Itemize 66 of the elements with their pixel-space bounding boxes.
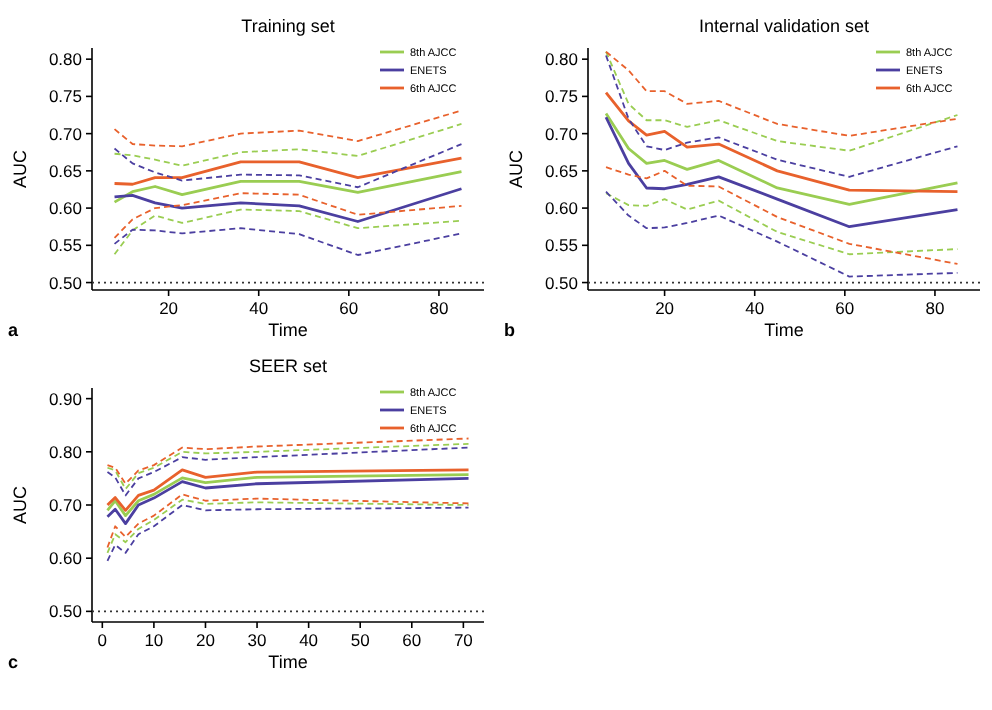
y-tick-label: 0.90	[48, 388, 83, 409]
y-tick-label: 0.75	[544, 86, 579, 107]
line-series	[106, 446, 470, 497]
x-tick-label: 50	[350, 630, 371, 650]
line-series	[106, 477, 470, 526]
x-axis-title: Time	[764, 320, 804, 340]
y-tick-label: 0.50	[48, 601, 83, 622]
y-tick-label: 0.80	[48, 49, 83, 70]
line-series	[604, 115, 959, 229]
x-axis-title: Time	[268, 320, 308, 340]
y-tick-label: 0.65	[544, 160, 579, 181]
x-tick-label: 80	[429, 298, 449, 318]
x-tick-label: 60	[339, 298, 359, 318]
y-tick-label: 0.60	[48, 548, 83, 569]
line-series	[113, 170, 463, 204]
line-series	[113, 187, 463, 223]
y-tick-label: 0.65	[48, 160, 83, 181]
chart-title: Training set	[241, 16, 336, 36]
x-tick-label: 0	[97, 630, 108, 650]
line-series	[113, 156, 463, 186]
y-tick-label: 0.60	[544, 198, 579, 219]
text: b	[504, 320, 516, 340]
x-tick-label: 40	[745, 298, 765, 318]
x-tick-label: 60	[402, 630, 422, 650]
x-tick-label: 70	[453, 630, 474, 650]
x-tick-label: 40	[299, 630, 319, 650]
line-series	[106, 504, 470, 562]
line-series	[605, 192, 959, 256]
x-tick-label: 40	[249, 298, 269, 318]
line-series	[113, 227, 463, 256]
x-tick-label: 80	[925, 298, 945, 318]
chart-title: Internal validation set	[698, 16, 871, 36]
line-series	[113, 208, 463, 256]
line-series	[604, 91, 959, 194]
line-series	[113, 123, 463, 167]
line-series	[605, 190, 959, 278]
y-axis-title: AUC	[10, 149, 30, 189]
chart-title: SEER set	[248, 356, 329, 376]
line-series	[605, 166, 959, 265]
text: c	[8, 652, 19, 672]
x-axis-title: Time	[268, 652, 308, 672]
y-tick-label: 0.55	[544, 235, 579, 256]
y-axis-title: AUC	[506, 149, 526, 189]
y-tick-label: 0.80	[48, 441, 83, 462]
line-series	[113, 109, 463, 148]
y-tick-label: 0.50	[48, 272, 83, 293]
y-tick-label: 0.55	[48, 235, 83, 256]
x-tick-label: 10	[144, 630, 164, 650]
y-tick-label: 0.80	[544, 49, 579, 70]
y-tick-label: 0.70	[48, 494, 83, 515]
text: a	[8, 320, 20, 340]
y-tick-label: 0.70	[48, 123, 83, 144]
y-tick-label: 0.75	[48, 86, 83, 107]
y-tick-label: 0.50	[544, 272, 579, 293]
line-series	[113, 143, 463, 189]
y-axis-title: AUC	[10, 485, 30, 525]
x-tick-label: 20	[159, 298, 179, 318]
line-series	[604, 112, 959, 206]
x-tick-label: 20	[655, 298, 675, 318]
line-series	[113, 192, 463, 239]
x-tick-label: 60	[835, 298, 855, 318]
y-tick-label: 0.60	[48, 198, 83, 219]
x-tick-label: 20	[196, 630, 216, 650]
y-tick-label: 0.70	[544, 123, 579, 144]
line-series	[605, 54, 959, 178]
x-tick-label: 30	[247, 630, 268, 650]
